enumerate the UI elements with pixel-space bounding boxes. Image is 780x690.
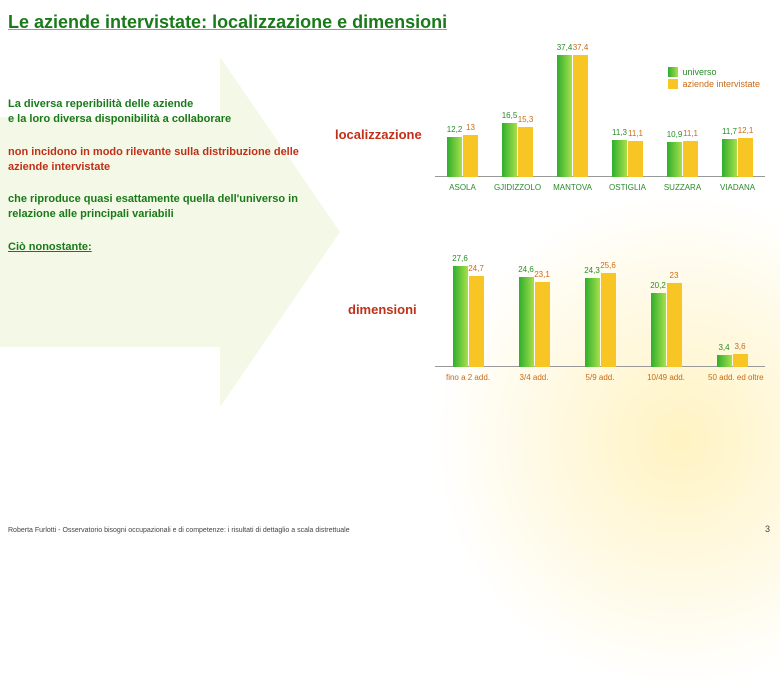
chart2-group-2: 24,325,6	[585, 273, 616, 367]
chart1-bar-intervistate-1: 15,3	[518, 127, 533, 177]
chart2-val1-1: 24,6	[518, 265, 534, 274]
chart1-bar-universo-3: 11,3	[612, 140, 627, 177]
chart1-val1-5: 11,7	[722, 127, 737, 136]
chart1-val2-3: 11,1	[628, 129, 643, 138]
chart1-bar-intervistate-0: 13	[463, 135, 478, 177]
legend-swatch-2	[668, 79, 678, 89]
chart1-bar-intervistate-4: 11,1	[683, 141, 698, 177]
content-area: La diversa reperibilità delle aziende e …	[0, 37, 780, 477]
chart2-bar-universo-1: 24,6	[519, 277, 534, 367]
chart1-cat-4: SUZZARA	[659, 183, 707, 192]
chart1-group-5: 11,712,1	[722, 138, 753, 177]
chart1-bar-universo-2: 37,4	[557, 55, 572, 177]
chart1-bar-intervistate-2: 37,4	[573, 55, 588, 177]
chart2-bar-intervistate-0: 24,7	[469, 276, 484, 367]
chart2-cat-1: 3/4 add.	[510, 373, 558, 382]
chart1-cat-1: GJIDIZZOLO	[494, 183, 542, 192]
chart2-group-1: 24,623,1	[519, 277, 550, 367]
chart1-bar-intervistate-5: 12,1	[738, 138, 753, 177]
para-2: non incidono in modo rilevante sulla dis…	[8, 145, 308, 175]
chart1-categories: ASOLA GJIDIZZOLO MANTOVA OSTIGLIA SUZZARA VIA…	[435, 177, 765, 192]
chart1-bar-universo-4: 10,9	[667, 142, 682, 177]
chart1-cat-2: MANTOVA	[549, 183, 597, 192]
page-number: 3	[765, 524, 770, 534]
chart2-bars: 27,624,724,623,124,325,620,2233,43,6	[435, 257, 765, 367]
chart1-val1-4: 10,9	[667, 130, 683, 139]
left-text-block: La diversa reperibilità delle aziende e …	[8, 97, 308, 273]
chart1-baseline	[435, 176, 765, 177]
chart1-cat-3: OSTIGLIA	[604, 183, 652, 192]
chart1-val1-1: 16,5	[502, 111, 518, 120]
page: Le aziende intervistate: localizzazione …	[0, 0, 780, 540]
chart2-val1-4: 3,4	[718, 343, 729, 352]
chart1-val1-2: 37,4	[557, 43, 573, 52]
chart2-bar-universo-0: 27,6	[453, 266, 468, 367]
page-title: Le aziende intervistate: localizzazione …	[0, 0, 780, 37]
chart2-val2-4: 3,6	[734, 342, 745, 351]
para-1b: e la loro diversa disponibilità a collab…	[8, 113, 231, 125]
para-1: La diversa reperibilità delle aziende e …	[8, 97, 308, 127]
chart2-bar-universo-3: 20,2	[651, 293, 666, 367]
chart2-bar-intervistate-4: 3,6	[733, 354, 748, 367]
legend-row-universo: universo	[668, 67, 760, 77]
chart2-cat-2: 5/9 add.	[576, 373, 624, 382]
chart1-val2-0: 13	[466, 123, 475, 132]
chart1-group-2: 37,437,4	[557, 55, 588, 177]
chart1-bar-universo-1: 16,5	[502, 123, 517, 177]
label-dimensioni: dimensioni	[348, 302, 417, 317]
chart1-group-0: 12,213	[447, 135, 478, 177]
chart1-cat-0: ASOLA	[439, 183, 487, 192]
legend-row-intervistate: aziende intervistate	[668, 79, 760, 89]
chart2-cat-0: fino a 2 add.	[444, 373, 492, 382]
legend-swatch-1	[668, 67, 678, 77]
chart2-val2-3: 23	[670, 271, 679, 280]
chart-dimensioni: 27,624,724,623,124,325,620,2233,43,6 fin…	[435, 257, 765, 407]
chart2-bar-universo-2: 24,3	[585, 278, 600, 367]
chart2-group-0: 27,624,7	[453, 266, 484, 367]
chart1-bar-universo-5: 11,7	[722, 139, 737, 177]
cio-nonostante: Ciò nonostante:	[8, 240, 308, 255]
para-3: che riproduce quasi esattamente quella d…	[8, 192, 308, 222]
chart2-val2-2: 25,6	[600, 261, 616, 270]
chart2-val1-3: 20,2	[650, 281, 666, 290]
chart2-group-4: 3,43,6	[717, 354, 748, 367]
chart2-val2-0: 24,7	[468, 264, 484, 273]
chart1-val1-0: 12,2	[447, 125, 463, 134]
chart2-bar-universo-4: 3,4	[717, 355, 732, 367]
footer-text: Roberta Furlotti - Osservatorio bisogni …	[8, 527, 350, 534]
chart2-group-3: 20,223	[651, 283, 682, 367]
chart1-val1-3: 11,3	[612, 128, 627, 137]
chart1-val2-1: 15,3	[518, 115, 534, 124]
chart2-cat-4: 50 add. ed oltre	[708, 373, 756, 382]
legend-label-2: aziende intervistate	[682, 79, 760, 89]
chart1-group-3: 11,311,1	[612, 140, 643, 177]
chart1-group-4: 10,911,1	[667, 141, 698, 177]
chart1-val2-4: 11,1	[683, 129, 698, 138]
chart1-val2-5: 12,1	[738, 126, 754, 135]
chart2-bar-intervistate-1: 23,1	[535, 282, 550, 367]
legend: universo aziende intervistate	[668, 67, 760, 91]
legend-label-1: universo	[682, 67, 716, 77]
chart2-categories: fino a 2 add. 3/4 add. 5/9 add. 10/49 add. 5…	[435, 367, 765, 382]
chart1-bar-intervistate-3: 11,1	[628, 141, 643, 177]
chart2-cat-3: 10/49 add.	[642, 373, 690, 382]
chart2-bar-intervistate-2: 25,6	[601, 273, 616, 367]
chart2-bar-intervistate-3: 23	[667, 283, 682, 367]
chart2-val2-1: 23,1	[534, 270, 550, 279]
chart1-bar-universo-0: 12,2	[447, 137, 462, 177]
chart2-val1-0: 27,6	[452, 254, 468, 263]
label-localizzazione: localizzazione	[335, 127, 422, 142]
chart2-val1-2: 24,3	[584, 266, 600, 275]
chart1-group-1: 16,515,3	[502, 123, 533, 177]
chart1-val2-2: 37,4	[573, 43, 589, 52]
para-1a: La diversa reperibilità delle aziende	[8, 98, 193, 110]
chart1-cat-5: VIADANA	[714, 183, 762, 192]
